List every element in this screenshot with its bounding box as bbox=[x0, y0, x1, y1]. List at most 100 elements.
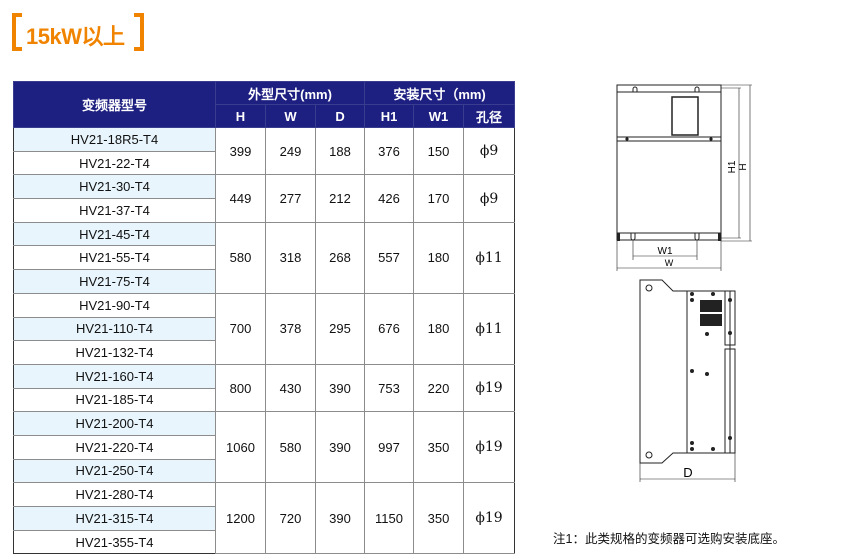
w-cell: 318 bbox=[265, 221, 316, 294]
model-cell: HV21-185-T4 bbox=[13, 387, 216, 413]
table-row: HV21-22-T4 bbox=[13, 150, 515, 176]
col-d: D bbox=[314, 104, 366, 128]
table-row: HV21-315-T4 bbox=[13, 506, 515, 531]
h1-cell: 426 bbox=[364, 174, 415, 223]
w1-cell: 180 bbox=[413, 292, 465, 365]
hole-cell: ϕ11 bbox=[463, 292, 516, 365]
model-cell: HV21-90-T4 bbox=[13, 292, 216, 318]
w-cell: 580 bbox=[265, 411, 316, 484]
table-row: HV21-185-T4 bbox=[13, 387, 515, 413]
d-cell: 390 bbox=[314, 482, 366, 555]
h1-cell: 753 bbox=[364, 363, 415, 413]
col-h1: H1 bbox=[364, 104, 415, 128]
bracket-right bbox=[134, 13, 144, 51]
d-cell: 188 bbox=[314, 126, 366, 176]
h1-cell: 997 bbox=[364, 411, 415, 484]
hole-cell: ϕ19 bbox=[463, 411, 516, 484]
h-label: H bbox=[738, 163, 749, 170]
col-w1: W1 bbox=[413, 104, 465, 128]
table-row: HV21-355-T4 bbox=[13, 529, 515, 555]
hole-cell: ϕ11 bbox=[463, 221, 516, 294]
w1-cell: 170 bbox=[413, 174, 465, 223]
model-cell: HV21-30-T4 bbox=[13, 174, 216, 200]
table-row: HV21-250-T4 bbox=[13, 458, 515, 484]
h1-label: H1 bbox=[727, 160, 738, 173]
table-row: HV21-90-T4 700 378 295 676 180 ϕ11 bbox=[13, 292, 516, 365]
col-w: W bbox=[265, 104, 316, 128]
model-cell: HV21-280-T4 bbox=[13, 482, 216, 507]
w1-cell: 350 bbox=[413, 482, 465, 555]
section-title: 15kW以上 bbox=[12, 13, 144, 53]
model-cell: HV21-75-T4 bbox=[13, 269, 216, 294]
outer-dimension-header: 外型尺寸(mm) bbox=[214, 81, 366, 105]
model-cell: HV21-18R5-T4 bbox=[13, 127, 216, 152]
table-row: HV21-55-T4 bbox=[13, 245, 515, 271]
hole-cell: ϕ9 bbox=[463, 126, 516, 176]
model-header: 变频器型号 bbox=[13, 81, 216, 128]
col-h: H bbox=[215, 104, 266, 128]
h1-cell: 676 bbox=[364, 292, 415, 365]
h1-cell: 557 bbox=[364, 221, 415, 294]
model-cell: HV21-22-T4 bbox=[13, 150, 216, 176]
bracket-left bbox=[12, 13, 22, 51]
w-cell: 720 bbox=[265, 482, 316, 555]
model-cell: HV21-200-T4 bbox=[13, 411, 216, 436]
h-cell: 449 bbox=[215, 174, 266, 223]
d-cell: 390 bbox=[314, 363, 366, 413]
h-cell: 580 bbox=[215, 221, 266, 294]
table-row: HV21-160-T4 800 430 390 753 220 ϕ19 bbox=[13, 363, 516, 413]
d-cell: 390 bbox=[314, 411, 366, 484]
keypad-window bbox=[671, 96, 699, 136]
w-cell: 378 bbox=[265, 292, 316, 365]
model-cell: HV21-250-T4 bbox=[13, 458, 216, 484]
h-cell: 1200 bbox=[215, 482, 266, 555]
table-row: HV21-280-T4 1200 720 390 1150 350 ϕ19 bbox=[13, 482, 516, 555]
table-row: HV21-30-T4 449 277 212 426 170 ϕ9 bbox=[13, 174, 516, 223]
h1-cell: 376 bbox=[364, 126, 415, 176]
table-row: HV21-18R5-T4 399 249 188 376 150 ϕ9 bbox=[13, 126, 516, 176]
h-cell: 399 bbox=[215, 126, 266, 176]
model-cell: HV21-355-T4 bbox=[13, 529, 216, 555]
h1-cell: 1150 bbox=[364, 482, 415, 555]
footnote: 注1：此类规格的变频器可选购安装底座。 bbox=[553, 532, 785, 546]
model-cell: HV21-220-T4 bbox=[13, 434, 216, 460]
w-cell: 277 bbox=[265, 174, 316, 223]
w-label: W bbox=[665, 258, 674, 268]
h-cell: 800 bbox=[215, 363, 266, 413]
h-cell: 700 bbox=[215, 292, 266, 365]
d-cell: 268 bbox=[314, 221, 366, 294]
table-row: HV21-132-T4 bbox=[13, 340, 515, 365]
table-row: HV21-110-T4 bbox=[13, 316, 515, 342]
table-row: HV21-75-T4 bbox=[13, 269, 515, 294]
w-cell: 430 bbox=[265, 363, 316, 413]
model-cell: HV21-55-T4 bbox=[13, 245, 216, 271]
model-cell: HV21-45-T4 bbox=[13, 221, 216, 247]
w1-label: W1 bbox=[658, 246, 673, 257]
hole-cell: ϕ19 bbox=[463, 482, 516, 555]
table-row: HV21-220-T4 bbox=[13, 434, 515, 460]
hole-cell: ϕ19 bbox=[463, 363, 516, 413]
model-cell: HV21-315-T4 bbox=[13, 506, 216, 531]
w1-cell: 350 bbox=[413, 411, 465, 484]
section-title-text: 15kW以上 bbox=[26, 24, 125, 49]
d-cell: 212 bbox=[314, 174, 366, 223]
dimension-table: 变频器型号 外型尺寸(mm) 安装尺寸（mm) H W D H1 W1 孔径 H… bbox=[13, 81, 516, 555]
table-body: HV21-18R5-T4 399 249 188 376 150 ϕ9 HV21-22-T4 H… bbox=[13, 126, 516, 555]
w1-cell: 220 bbox=[413, 363, 465, 413]
hole-cell: ϕ9 bbox=[463, 174, 516, 223]
model-cell: HV21-37-T4 bbox=[13, 198, 216, 223]
model-cell: HV21-110-T4 bbox=[13, 316, 216, 342]
table-row: HV21-45-T4 580 318 268 557 180 ϕ11 bbox=[13, 221, 516, 294]
col-hole: 孔径 bbox=[463, 104, 516, 128]
front-view-diagram: H1 H W1 W bbox=[616, 84, 752, 271]
table-row: HV21-37-T4 bbox=[13, 198, 515, 223]
h-cell: 1060 bbox=[215, 411, 266, 484]
d-cell: 295 bbox=[314, 292, 366, 365]
model-cell: HV21-132-T4 bbox=[13, 340, 216, 365]
mount-dimension-header: 安装尺寸（mm) bbox=[364, 81, 516, 105]
front-enclosure bbox=[616, 84, 722, 241]
table-row: HV21-200-T4 1060 580 390 997 350 ϕ19 bbox=[13, 411, 516, 484]
w-cell: 249 bbox=[265, 126, 316, 176]
model-cell: HV21-160-T4 bbox=[13, 363, 216, 389]
side-view-diagram: D bbox=[639, 279, 736, 482]
